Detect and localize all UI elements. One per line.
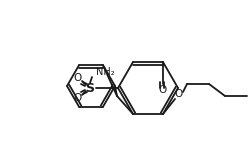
Text: O: O: [74, 93, 82, 103]
Text: O: O: [174, 89, 182, 99]
Text: O: O: [158, 85, 166, 95]
Text: S: S: [85, 81, 94, 95]
Text: NH₂: NH₂: [96, 67, 114, 77]
Text: O: O: [74, 73, 82, 83]
